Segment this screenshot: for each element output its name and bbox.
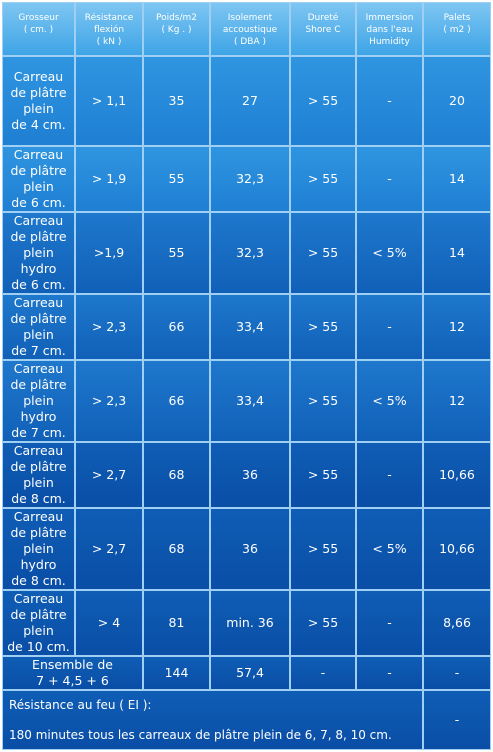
table-cell: - xyxy=(356,656,423,690)
table-cell: Carreau de plâtre plein de 8 cm. xyxy=(2,442,75,508)
table-cell: - xyxy=(356,442,423,508)
table-cell: > 2,3 xyxy=(75,360,143,442)
table-cell: Carreau de plâtre plein de 6 cm. xyxy=(2,146,75,212)
table-cell: 32,3 xyxy=(210,146,290,212)
table-cell: Carreau de plâtre plein hydro de 7 cm. xyxy=(2,360,75,442)
table-cell: 20 xyxy=(423,56,491,146)
table-cell: > 4 xyxy=(75,590,143,656)
header-immersion-text: Immersion dans l'eau Humidity xyxy=(365,13,414,47)
table-cell: 14 xyxy=(423,212,491,294)
header-palets: Palets ( m2 ) xyxy=(423,2,491,56)
table-cell: > 55 xyxy=(290,56,356,146)
fire-resistance-text: 180 minutes tous les carreaux de plâtre … xyxy=(9,728,392,742)
table-cell: 33,4 xyxy=(210,360,290,442)
header-isolement: Isolement accoustique ( DBA ) xyxy=(210,2,290,56)
table-cell: - xyxy=(356,590,423,656)
table-cell: min. 36 xyxy=(210,590,290,656)
header-grosseur: Grosseur ( cm. ) xyxy=(2,2,75,56)
table-cell: 14 xyxy=(423,146,491,212)
table-cell: 55 xyxy=(143,212,210,294)
table-cell: > 55 xyxy=(290,294,356,360)
table-cell: 35 xyxy=(143,56,210,146)
table-cell: < 5% xyxy=(356,508,423,590)
table-cell: 10,66 xyxy=(423,442,491,508)
table-cell: 81 xyxy=(143,590,210,656)
table-cell: > 55 xyxy=(290,442,356,508)
table-cell: Carreau de plâtre plein hydro de 8 cm. xyxy=(2,508,75,590)
header-grosseur-text: Grosseur ( cm. ) xyxy=(18,13,59,35)
table-cell: 144 xyxy=(143,656,210,690)
table-cell: > 55 xyxy=(290,508,356,590)
table-cell: Ensemble de 7 + 4,5 + 6 xyxy=(2,656,143,690)
table-cell: - xyxy=(356,56,423,146)
table-cell: Carreau de plâtre plein de 4 cm. xyxy=(2,56,75,146)
header-durete: Dureté Shore C xyxy=(290,2,356,56)
table-cell: - xyxy=(423,690,491,750)
table-cell: 8,66 xyxy=(423,590,491,656)
header-durete-text: Dureté Shore C xyxy=(305,13,341,35)
table-cell: > 1,1 xyxy=(75,56,143,146)
table-cell: > 55 xyxy=(290,590,356,656)
table-cell: Carreau de plâtre plein de 10 cm. xyxy=(2,590,75,656)
table-cell: Carreau de plâtre plein hydro de 6 cm. xyxy=(2,212,75,294)
table-cell: > 55 xyxy=(290,212,356,294)
header-isolement-text: Isolement accoustique ( DBA ) xyxy=(222,13,278,47)
table-cell: 57,4 xyxy=(210,656,290,690)
table-cell: 10,66 xyxy=(423,508,491,590)
table-cell: 66 xyxy=(143,360,210,442)
table-cell: >1,9 xyxy=(75,212,143,294)
table-cell: 27 xyxy=(210,56,290,146)
table-cell: > 2,3 xyxy=(75,294,143,360)
fire-resistance-cell: Résistance au feu ( EI ): 180 minutes tou… xyxy=(2,690,423,750)
table-cell: - xyxy=(356,294,423,360)
table-cell: > 1,9 xyxy=(75,146,143,212)
table-cell: 36 xyxy=(210,508,290,590)
header-immersion: Immersion dans l'eau Humidity xyxy=(356,2,423,56)
table-cell: - xyxy=(290,656,356,690)
table-cell: 36 xyxy=(210,442,290,508)
table-cell: < 5% xyxy=(356,212,423,294)
table-cell: 68 xyxy=(143,508,210,590)
table-cell: > 2,7 xyxy=(75,508,143,590)
table-cell: > 55 xyxy=(290,146,356,212)
header-palets-text: Palets ( m2 ) xyxy=(443,13,471,35)
table-cell: 68 xyxy=(143,442,210,508)
header-resistance-text: Résistance flexión ( kN ) xyxy=(84,13,134,47)
table-cell: > 2,7 xyxy=(75,442,143,508)
table-cell: - xyxy=(423,656,491,690)
table-cell: - xyxy=(356,146,423,212)
table-cell: > 55 xyxy=(290,360,356,442)
table-cell: 66 xyxy=(143,294,210,360)
fire-resistance-title: Résistance au feu ( EI ): xyxy=(9,698,152,712)
header-resistance: Résistance flexión ( kN ) xyxy=(75,2,143,56)
table-cell: Carreau de plâtre plein de 7 cm. xyxy=(2,294,75,360)
table-cell: 12 xyxy=(423,360,491,442)
table-cell: 33,4 xyxy=(210,294,290,360)
table-cell: 55 xyxy=(143,146,210,212)
header-poids: Poids/m2 ( Kg . ) xyxy=(143,2,210,56)
table-cell: < 5% xyxy=(356,360,423,442)
table-cell: 32,3 xyxy=(210,212,290,294)
table-cell: 12 xyxy=(423,294,491,360)
header-poids-text: Poids/m2 ( Kg . ) xyxy=(155,13,198,35)
